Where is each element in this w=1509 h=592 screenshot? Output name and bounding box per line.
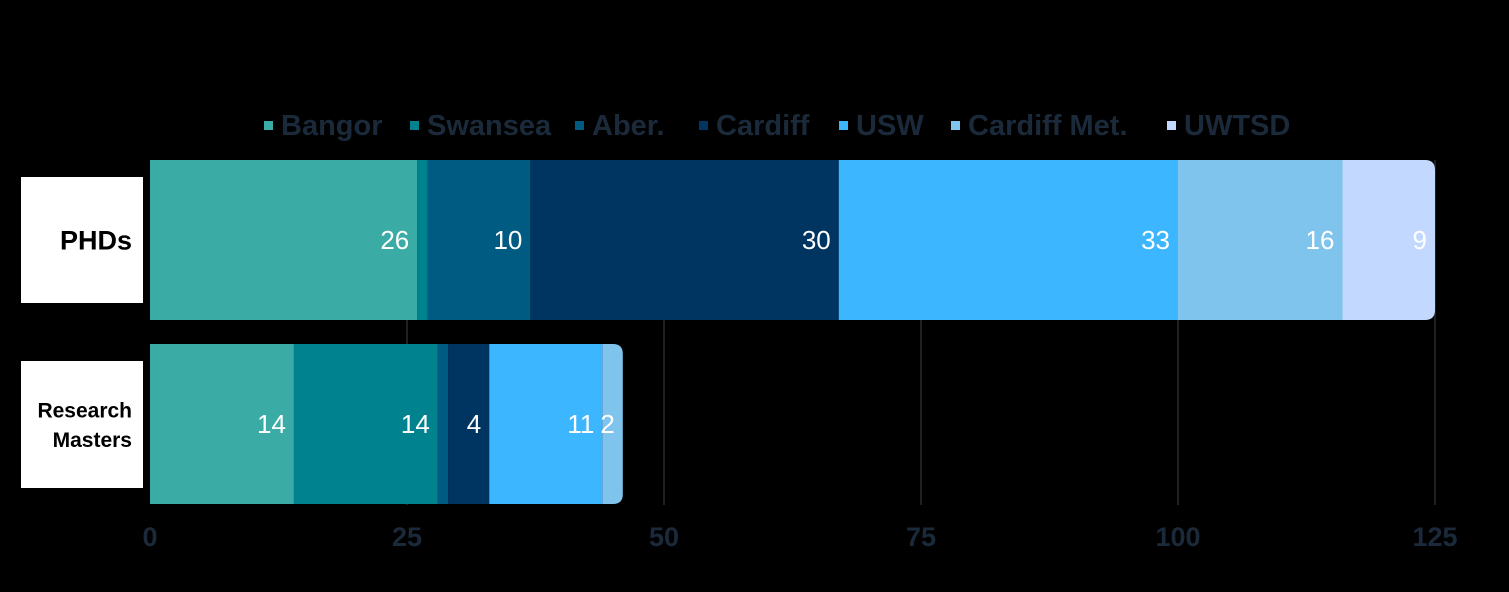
bar-phds-cardiff: [530, 160, 839, 320]
bar-research-masters-aber: [437, 344, 449, 504]
x-tick-75: 75: [906, 522, 936, 552]
bar-research-masters-bangor: [150, 344, 294, 504]
legend: Bangor Swansea Aber. Cardiff USW Cardiff Met.…: [264, 110, 1290, 142]
bar-phds-aber: [427, 160, 531, 320]
value-label-research-masters-bangor: 14: [257, 409, 286, 439]
category-label-phds: PHDs: [60, 226, 132, 256]
x-tick-50: 50: [649, 522, 679, 552]
bar-phds-cardiff-met: [1178, 160, 1343, 320]
legend-swatch-cardiff: [699, 121, 708, 130]
value-label-research-masters-cardiff-met: 2: [600, 409, 614, 439]
x-tick-125: 125: [1412, 522, 1457, 552]
legend-label-aber: Aber.: [592, 110, 665, 142]
bar-research-masters-cardiff: [448, 344, 490, 504]
legend-swatch-uwtsd: [1167, 121, 1176, 130]
value-label-phds-uwtsd: 9: [1413, 225, 1427, 255]
bar-research-masters-cardiff-met: [602, 344, 623, 504]
legend-swatch-bangor: [264, 121, 273, 130]
value-label-phds-cardiff-met: 16: [1306, 225, 1335, 255]
bar-phds-uwtsd: [1342, 160, 1435, 320]
value-label-phds-aber: 10: [493, 225, 522, 255]
legend-label-uwtsd: UWTSD: [1184, 110, 1290, 142]
value-label-phds-bangor: 26: [380, 225, 409, 255]
x-tick-100: 100: [1155, 522, 1200, 552]
category-box-phds: [21, 177, 143, 303]
legend-swatch-swansea: [410, 121, 419, 130]
category-labels: PHDs Research Masters: [21, 177, 143, 488]
x-tick-0: 0: [142, 522, 157, 552]
bar-research-masters-usw: [489, 344, 603, 504]
legend-label-cardiff-met: Cardiff Met.: [968, 110, 1128, 142]
legend-label-swansea: Swansea: [427, 110, 552, 142]
bar-research-masters-swansea: [293, 344, 438, 504]
legend-label-bangor: Bangor: [281, 110, 383, 142]
value-label-research-masters-cardiff: 4: [467, 409, 481, 439]
value-label-research-masters-usw: 11: [567, 409, 594, 439]
category-box-research-masters: [21, 361, 143, 488]
legend-label-usw: USW: [856, 110, 924, 142]
legend-swatch-aber: [575, 121, 584, 130]
legend-swatch-usw: [839, 121, 848, 130]
bar-group-research-masters: [150, 344, 623, 504]
x-axis-ticks: 0 25 50 75 100 125: [142, 522, 1457, 552]
legend-swatch-cardiff-met: [951, 121, 960, 130]
bar-group-phds: [150, 160, 1435, 320]
bars: 26 10 30 33 16 9 14 14 4 11 2: [150, 160, 1435, 504]
value-label-phds-usw: 33: [1141, 225, 1170, 255]
legend-label-cardiff: Cardiff: [716, 110, 810, 142]
x-tick-25: 25: [392, 522, 422, 552]
bar-phds-swansea: [417, 160, 428, 320]
bar-phds-usw: [838, 160, 1178, 320]
bar-phds-bangor: [150, 160, 418, 320]
value-label-phds-cardiff: 30: [802, 225, 831, 255]
value-label-research-masters-swansea: 14: [401, 409, 430, 439]
category-label-research-masters: Research Masters: [37, 399, 132, 451]
